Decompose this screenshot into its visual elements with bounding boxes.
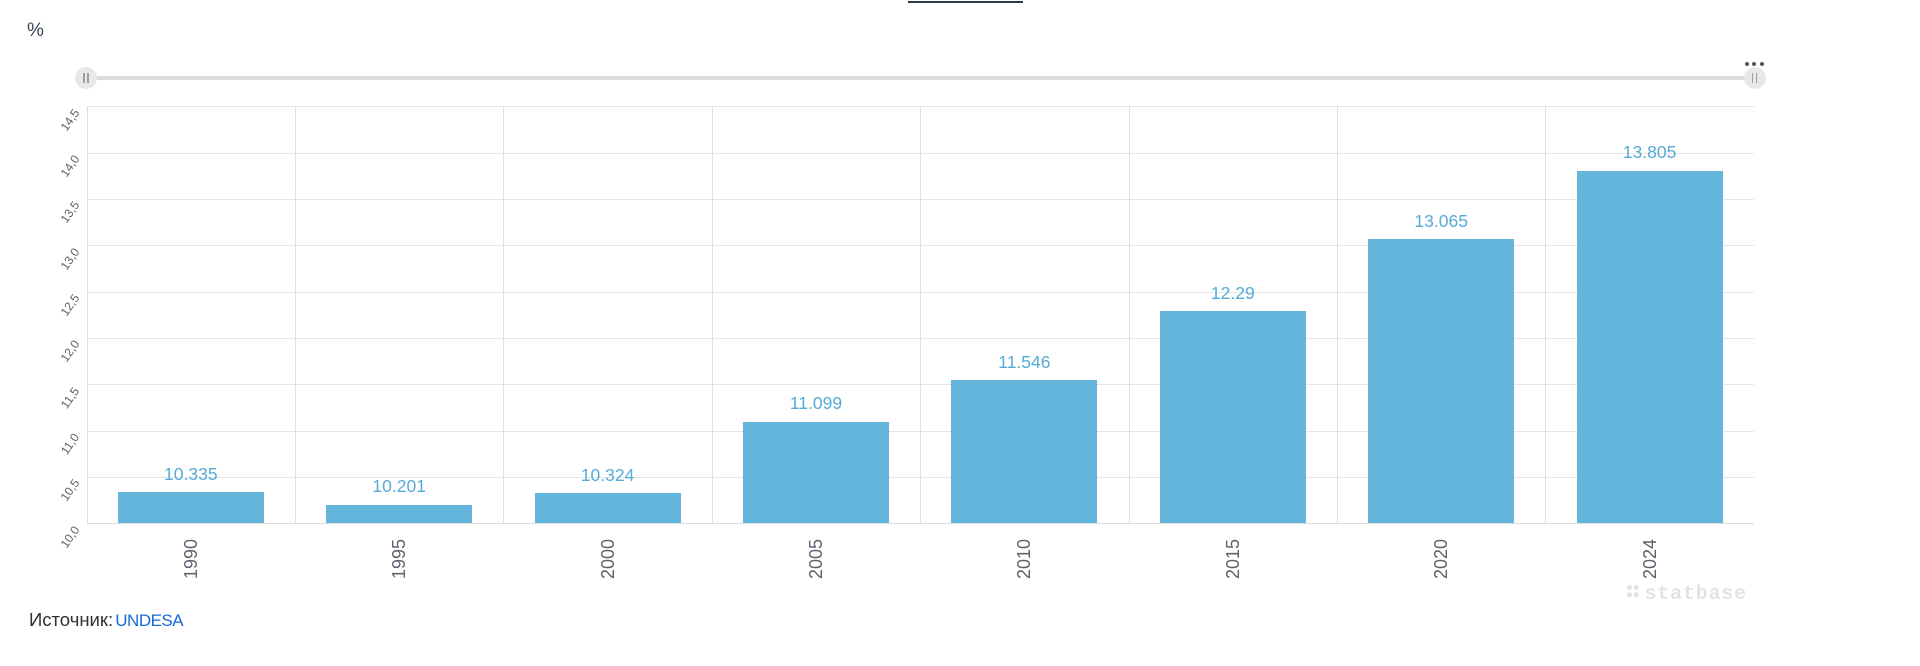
svg-text:statbase: statbase <box>1645 583 1747 604</box>
